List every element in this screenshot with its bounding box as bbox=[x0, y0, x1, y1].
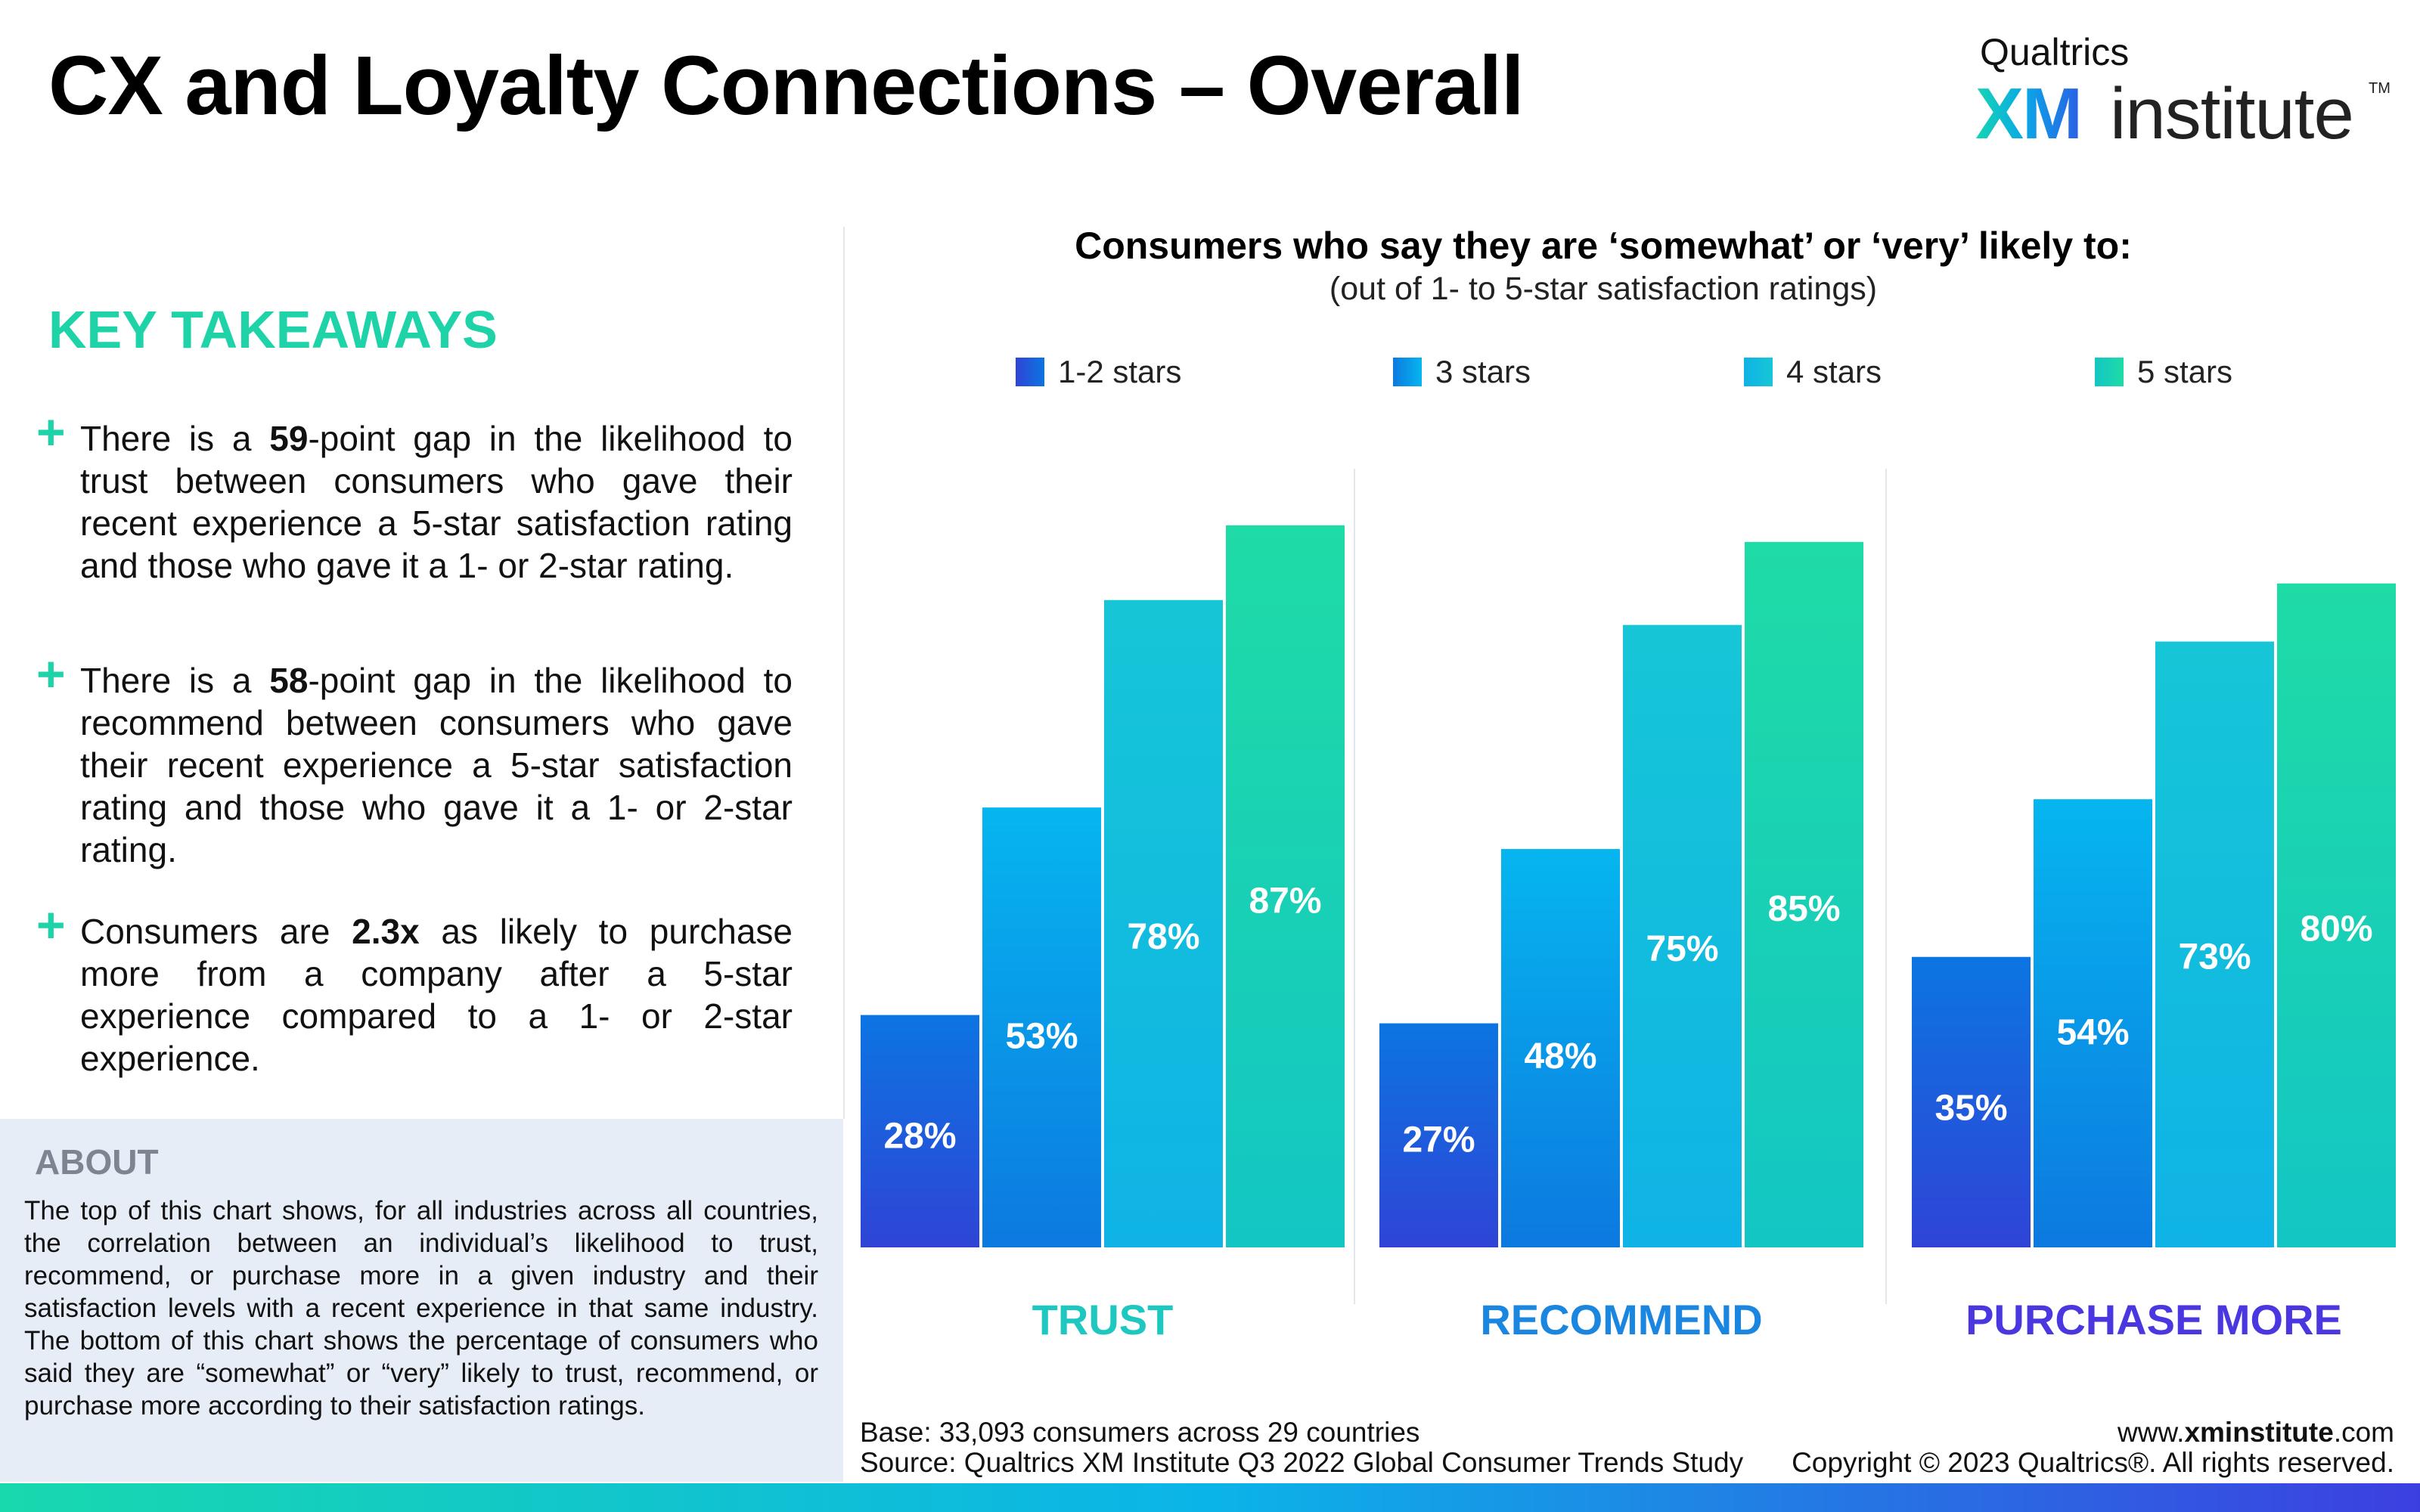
category-label: TRUST bbox=[1032, 1296, 1174, 1343]
bar-value-label: 48% bbox=[1524, 1036, 1596, 1077]
bar-chart: 28% 53% 78% 87% 27% 48% 75% 85% 35% 54% 73% 80% TRU… bbox=[861, 469, 2396, 1343]
takeaway-item: + There is a 58-point gap in the likelih… bbox=[36, 649, 793, 871]
bar-recommend-2 bbox=[1501, 849, 1620, 1247]
category-label: PURCHASE MORE bbox=[1965, 1296, 2342, 1343]
plus-icon: + bbox=[36, 646, 66, 702]
legend-swatch bbox=[1393, 358, 1422, 386]
chart-title: Consumers who say they are ‘somewhat’ or… bbox=[1075, 225, 2132, 267]
bar-purchase-more-1 bbox=[1912, 956, 2031, 1247]
takeaway-item: + There is a 59-point gap in the likelih… bbox=[36, 407, 793, 587]
legend-label: 5 stars bbox=[2137, 354, 2233, 389]
legend-swatch bbox=[1016, 358, 1044, 386]
footer-base-note: Base: 33,093 consumers across 29 countri… bbox=[860, 1417, 1420, 1448]
bar-value-label: 87% bbox=[1249, 881, 1321, 922]
takeaway-text: There is a 58-point gap in the likelihoo… bbox=[80, 661, 793, 869]
bar-value-label: 35% bbox=[1934, 1089, 2007, 1129]
bar-value-label: 75% bbox=[1646, 929, 1718, 969]
bar-value-label: 53% bbox=[1005, 1017, 1078, 1057]
chart-subtitle: (out of 1- to 5-star satisfaction rating… bbox=[1329, 271, 1878, 307]
bar-trust-4 bbox=[1226, 525, 1345, 1247]
bar-value-label: 73% bbox=[2178, 937, 2251, 977]
category-label: RECOMMEND bbox=[1480, 1296, 1762, 1343]
logo-xm: XM bbox=[1975, 73, 2083, 154]
legend-item: 4 stars bbox=[1744, 354, 1882, 389]
logo-brand: Qualtrics bbox=[1980, 31, 2130, 73]
about-panel: ABOUT The top of this chart shows, for a… bbox=[0, 1119, 843, 1482]
legend-item: 3 stars bbox=[1393, 354, 1531, 389]
bar-trust-1 bbox=[861, 1015, 979, 1247]
takeaway-item: + Consumers are 2.3x as likely to purcha… bbox=[36, 900, 793, 1080]
footer-source-note: Source: Qualtrics XM Institute Q3 2022 G… bbox=[860, 1447, 1744, 1478]
panel-divider bbox=[843, 227, 845, 1119]
bar-recommend-4 bbox=[1745, 541, 1863, 1247]
plus-icon: + bbox=[36, 404, 66, 460]
logo-trademark: TM bbox=[2369, 80, 2391, 97]
bar-recommend-1 bbox=[1379, 1023, 1498, 1247]
about-text: The top of this chart shows, for all ind… bbox=[24, 1196, 818, 1421]
legend-swatch bbox=[1744, 358, 1773, 386]
about-heading: ABOUT bbox=[35, 1142, 159, 1182]
bar-recommend-3 bbox=[1623, 624, 1742, 1247]
logo-institute: institute bbox=[2110, 73, 2354, 154]
bar-trust-2 bbox=[982, 807, 1101, 1247]
bar-purchase-more-4 bbox=[2277, 583, 2396, 1247]
bar-value-label: 80% bbox=[2300, 909, 2372, 949]
footer-website-link[interactable]: www.xminstitute.com bbox=[2118, 1417, 2394, 1448]
bar-value-label: 27% bbox=[1402, 1120, 1475, 1160]
bottom-gradient-bar bbox=[0, 1483, 2420, 1512]
bar-purchase-more-2 bbox=[2034, 799, 2152, 1247]
legend-swatch bbox=[2095, 358, 2124, 386]
plus-icon: + bbox=[36, 897, 66, 953]
legend-item: 5 stars bbox=[2095, 354, 2233, 389]
bar-purchase-more-3 bbox=[2155, 641, 2274, 1247]
bar-value-label: 78% bbox=[1127, 917, 1199, 957]
legend-label: 4 stars bbox=[1786, 354, 1882, 389]
bar-value-label: 54% bbox=[2056, 1012, 2129, 1052]
page-title: CX and Loyalty Connections – Overall bbox=[48, 39, 1525, 132]
takeaway-text: Consumers are 2.3x as likely to purchase… bbox=[80, 912, 793, 1078]
xm-institute-logo: Qualtrics XM institute TM bbox=[1975, 30, 2391, 154]
legend-item: 1-2 stars bbox=[1016, 354, 1182, 389]
key-takeaways-heading: KEY TAKEAWAYS bbox=[48, 300, 498, 359]
footer-copyright: Copyright © 2023 Qualtrics®. All rights … bbox=[1792, 1447, 2394, 1478]
bar-value-label: 85% bbox=[1767, 889, 1840, 929]
legend-label: 3 stars bbox=[1435, 354, 1531, 389]
bar-trust-3 bbox=[1104, 600, 1223, 1247]
bar-value-label: 28% bbox=[883, 1116, 956, 1156]
legend-label: 1-2 stars bbox=[1058, 354, 1182, 389]
takeaway-text: There is a 59-point gap in the likelihoo… bbox=[80, 419, 793, 585]
